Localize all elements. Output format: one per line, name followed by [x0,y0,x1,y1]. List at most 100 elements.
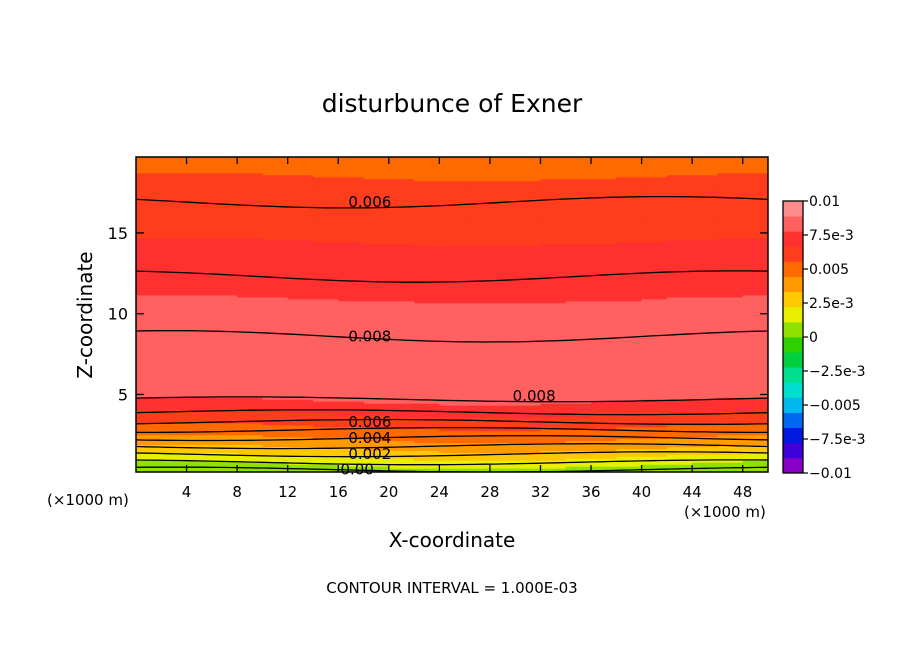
heatmap-cell [237,182,263,186]
heatmap-cell [489,324,516,327]
heatmap-cell [312,351,339,355]
heatmap-cell [237,432,263,436]
heatmap-cell [717,292,744,296]
heatmap-cell [211,288,238,292]
heatmap-cell [692,178,719,182]
heatmap-cell [616,247,643,251]
heatmap-cell [186,381,213,385]
heatmap-cell [312,381,339,385]
heatmap-cell [515,255,542,259]
heatmap-cell [666,332,693,335]
heatmap-cell [540,351,567,355]
heatmap-cell [692,328,719,331]
heatmap-cell [515,460,542,463]
heatmap-cell [363,170,390,174]
heatmap-cell [489,178,516,182]
heatmap-cell [641,206,668,209]
heatmap-cell [616,403,643,406]
heatmap-cell [388,349,415,353]
heatmap-cell [237,239,263,243]
heatmap-cell [363,180,390,184]
heatmap-cell [388,225,415,229]
heatmap-cell [641,365,668,369]
heatmap-cell [666,220,693,223]
heatmap-cell [363,458,390,461]
heatmap-cell [565,347,592,351]
heatmap-cell [616,306,643,310]
heatmap-cell [439,365,466,369]
heatmap-cell [312,355,339,359]
heatmap-cell [136,288,162,292]
heatmap-cell [414,279,440,282]
heatmap-cell [742,247,768,251]
heatmap-cell [186,454,213,457]
heatmap-cell [666,312,693,316]
heatmap-cell [464,454,491,457]
colorbar-swatch [783,306,803,323]
heatmap-cell [262,468,289,471]
heatmap-cell [591,259,617,262]
heatmap-cell [136,442,162,446]
heatmap-cell [742,164,768,168]
heatmap-cell [312,281,339,284]
heatmap-cell [186,281,213,284]
heatmap-cell [136,168,162,172]
heatmap-cell [312,456,339,459]
heatmap-cell [237,290,263,294]
heatmap-cell [338,269,365,272]
heatmap-cell [136,290,162,294]
heatmap-cell [262,225,289,229]
heatmap-cell [262,202,289,205]
heatmap-cell [515,312,542,316]
heatmap-cell [262,196,289,199]
heatmap-cell [591,466,617,469]
heatmap-cell [717,294,744,298]
heatmap-cell [262,227,289,231]
heatmap-cell [388,192,415,196]
heatmap-cell [363,296,390,300]
heatmap-cell [414,221,440,225]
heatmap-cell [211,162,238,166]
heatmap-cell [388,397,415,400]
heatmap-cell [692,239,719,243]
heatmap-cell [565,409,592,412]
heatmap-cell [287,410,314,414]
heatmap-cell [717,409,744,412]
heatmap-cell [338,310,365,314]
heatmap-cell [666,200,693,203]
heatmap-cell [515,273,542,276]
heatmap-cell [591,223,617,227]
heatmap-cell [515,235,542,239]
heatmap-cell [742,349,768,353]
heatmap-cell [262,452,289,455]
heatmap-cell [338,220,365,223]
heatmap-cell [414,375,440,379]
heatmap-cell [565,355,592,359]
heatmap-cell [540,318,567,322]
heatmap-cell [692,200,719,203]
heatmap-cell [717,310,744,314]
heatmap-cell [616,452,643,455]
heatmap-cell [742,420,768,424]
heatmap-cell [363,245,390,249]
heatmap-cell [439,267,466,270]
heatmap-cell [540,231,567,235]
heatmap-cell [591,229,617,233]
heatmap-cell [439,243,466,247]
contour-line [136,426,768,434]
heatmap-cell [186,182,213,186]
heatmap-cell [136,464,162,467]
heatmap-cell [489,265,516,268]
heatmap-cell [742,383,768,386]
heatmap-cell [515,223,542,227]
heatmap-cell [464,397,491,400]
heatmap-cell [565,328,592,331]
heatmap-cell [262,198,289,201]
heatmap-cell [464,190,491,194]
heatmap-cell [742,334,768,337]
heatmap-cell [186,383,213,386]
heatmap-cell [666,342,693,345]
heatmap-cell [742,381,768,385]
heatmap-cell [565,446,592,449]
heatmap-cell [211,227,238,231]
